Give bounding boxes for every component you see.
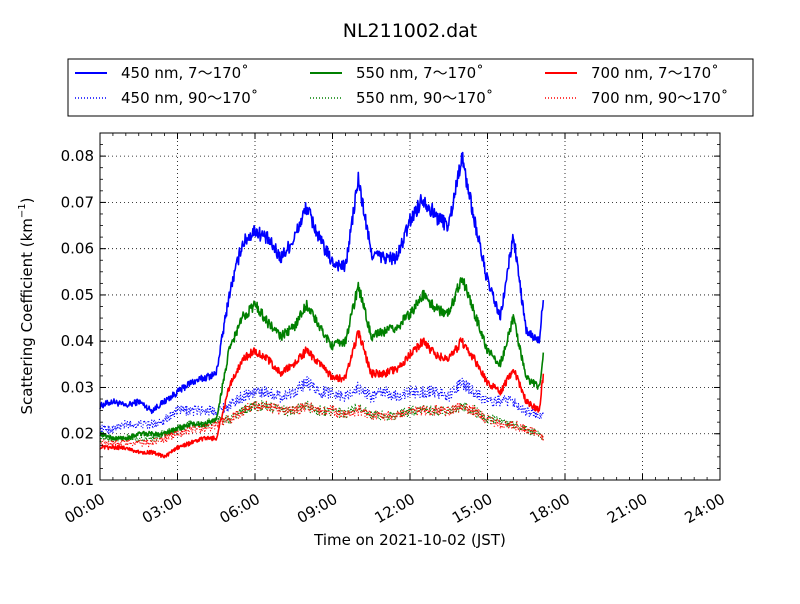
y-tick-label: 0.07 [61, 193, 94, 211]
y-axis-label-main: Scattering Coefficient (km [18, 218, 36, 414]
y-axis-label-exponent: −1 [17, 203, 28, 218]
y-tick-label: 0.08 [61, 147, 94, 165]
x-axis-label: Time on 2021-10-02 (JST) [313, 531, 506, 549]
chart-title: NL211002.dat [343, 20, 478, 42]
legend-label-2: 550 nm, 7～170˚ [356, 64, 484, 82]
series-line-0 [99, 151, 545, 415]
legend-label-3: 550 nm, 90～170˚ [356, 89, 493, 107]
legend-label-1: 450 nm, 90～170˚ [121, 89, 258, 107]
series-line-2 [99, 277, 545, 442]
legend-label-4: 700 nm, 7～170˚ [591, 64, 719, 82]
y-tick-label: 0.03 [61, 378, 94, 396]
y-axis-label-close: ) [18, 197, 36, 203]
y-tick-label: 0.06 [61, 240, 94, 258]
legend: 450 nm, 7～170˚ 450 nm, 90～170˚ 550 nm, 7～1… [67, 58, 754, 117]
y-tick-label: 0.02 [61, 425, 94, 443]
y-tick-label: 0.01 [61, 471, 94, 489]
y-tick-label: 0.04 [61, 332, 94, 350]
legend-label-5: 700 nm, 90～170˚ [591, 89, 728, 107]
legend-label-0: 450 nm, 7～170˚ [121, 64, 249, 82]
series-line-1 [99, 376, 544, 434]
legend-frame [67, 58, 754, 117]
plot-area: 00:00 03:00 06:00 09:00 12:00 15:00 18:00 21:00… [61, 132, 728, 527]
y-axis-label: Scattering Coefficient (km−1) [17, 197, 36, 414]
series-line-4 [99, 330, 545, 459]
y-tick-label: 0.05 [61, 286, 94, 304]
series-layer [99, 151, 545, 459]
series-line-5 [99, 400, 544, 448]
